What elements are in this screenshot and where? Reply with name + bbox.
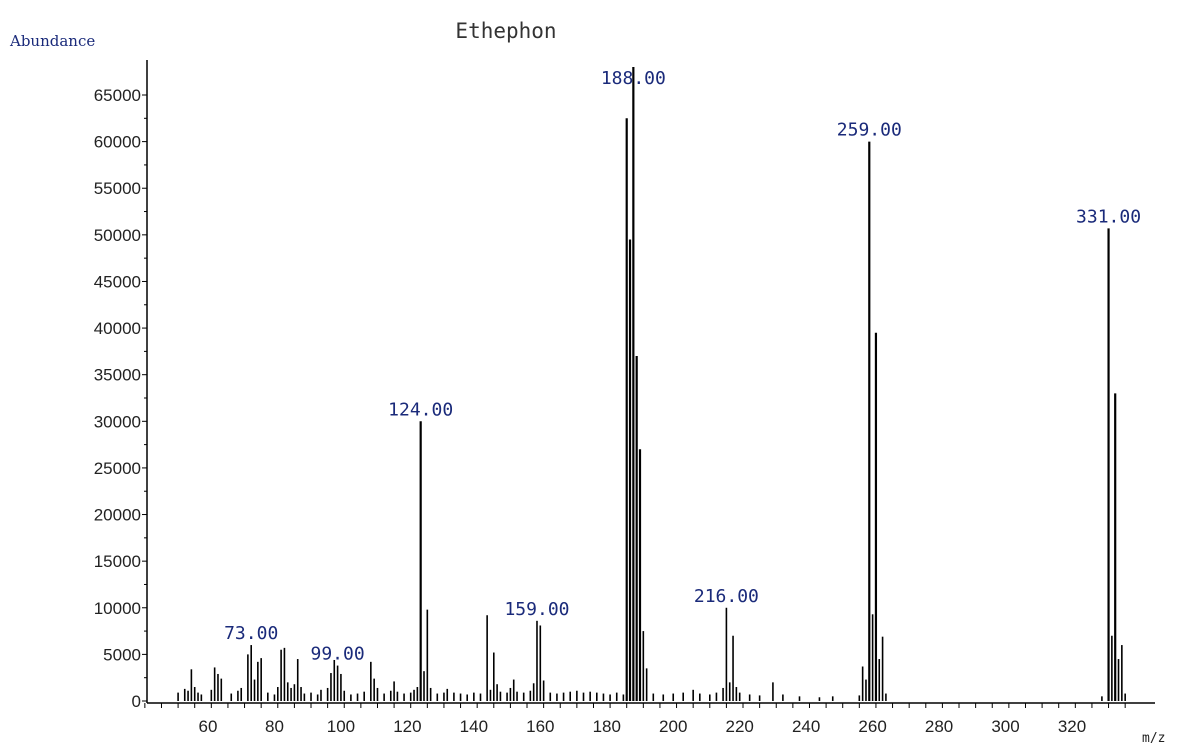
x-tick-label: 320 bbox=[1058, 717, 1086, 736]
x-tick-label: 220 bbox=[726, 717, 754, 736]
peak-label: 73.00 bbox=[224, 623, 278, 644]
y-tick-label: 60000 bbox=[94, 133, 141, 152]
x-tick-label: 240 bbox=[792, 717, 820, 736]
y-tick-label: 5000 bbox=[103, 645, 141, 664]
peak-label: 259.00 bbox=[837, 120, 902, 141]
peak-labels: 73.00 99.00 124.00 159.00 188.00 216.00 259.00… bbox=[224, 68, 1141, 665]
x-tick-label: 60 bbox=[199, 717, 218, 736]
peak-label: 99.00 bbox=[311, 644, 365, 665]
y-tick-label: 15000 bbox=[94, 552, 141, 571]
x-tick-label: 180 bbox=[593, 717, 621, 736]
y-tick-label: 40000 bbox=[94, 319, 141, 338]
x-tick-label: 100 bbox=[327, 717, 355, 736]
x-tick-label: 80 bbox=[265, 717, 284, 736]
x-axis-ticks: 60 80 100 120 140 160 180 200 220 240 260 280 300 320 bbox=[144, 703, 1126, 736]
peak-label: 159.00 bbox=[504, 599, 569, 620]
x-tick-label: 300 bbox=[991, 717, 1019, 736]
peak-label: 124.00 bbox=[388, 399, 453, 420]
y-tick-label: 45000 bbox=[94, 272, 141, 291]
x-tick-label: 280 bbox=[925, 717, 953, 736]
x-tick-label: 260 bbox=[858, 717, 886, 736]
x-axis-title: m/z bbox=[1142, 731, 1165, 745]
y-tick-label: 10000 bbox=[94, 599, 141, 618]
chart-title: Ethephon bbox=[455, 19, 556, 43]
peak-label: 188.00 bbox=[601, 68, 666, 89]
y-axis-ticks: 0 5000 10000 15000 20000 25000 30000 35000 40000… bbox=[94, 86, 147, 711]
peak-label: 216.00 bbox=[694, 586, 759, 607]
y-tick-label: 30000 bbox=[94, 412, 141, 431]
x-tick-label: 200 bbox=[659, 717, 687, 736]
x-tick-label: 140 bbox=[460, 717, 488, 736]
y-tick-label: 50000 bbox=[94, 226, 141, 245]
y-tick-label: 65000 bbox=[94, 86, 141, 105]
spectrum-peaks bbox=[177, 67, 1126, 701]
peak-label: 331.00 bbox=[1076, 206, 1141, 227]
y-tick-label: 20000 bbox=[94, 506, 141, 525]
x-tick-label: 160 bbox=[526, 717, 554, 736]
y-axis-title: Abundance bbox=[9, 32, 95, 50]
y-tick-label: 0 bbox=[132, 692, 141, 711]
x-tick-label: 120 bbox=[393, 717, 421, 736]
y-tick-label: 55000 bbox=[94, 179, 141, 198]
axes bbox=[146, 60, 1155, 704]
y-tick-label: 35000 bbox=[94, 366, 141, 385]
y-tick-label: 25000 bbox=[94, 459, 141, 478]
